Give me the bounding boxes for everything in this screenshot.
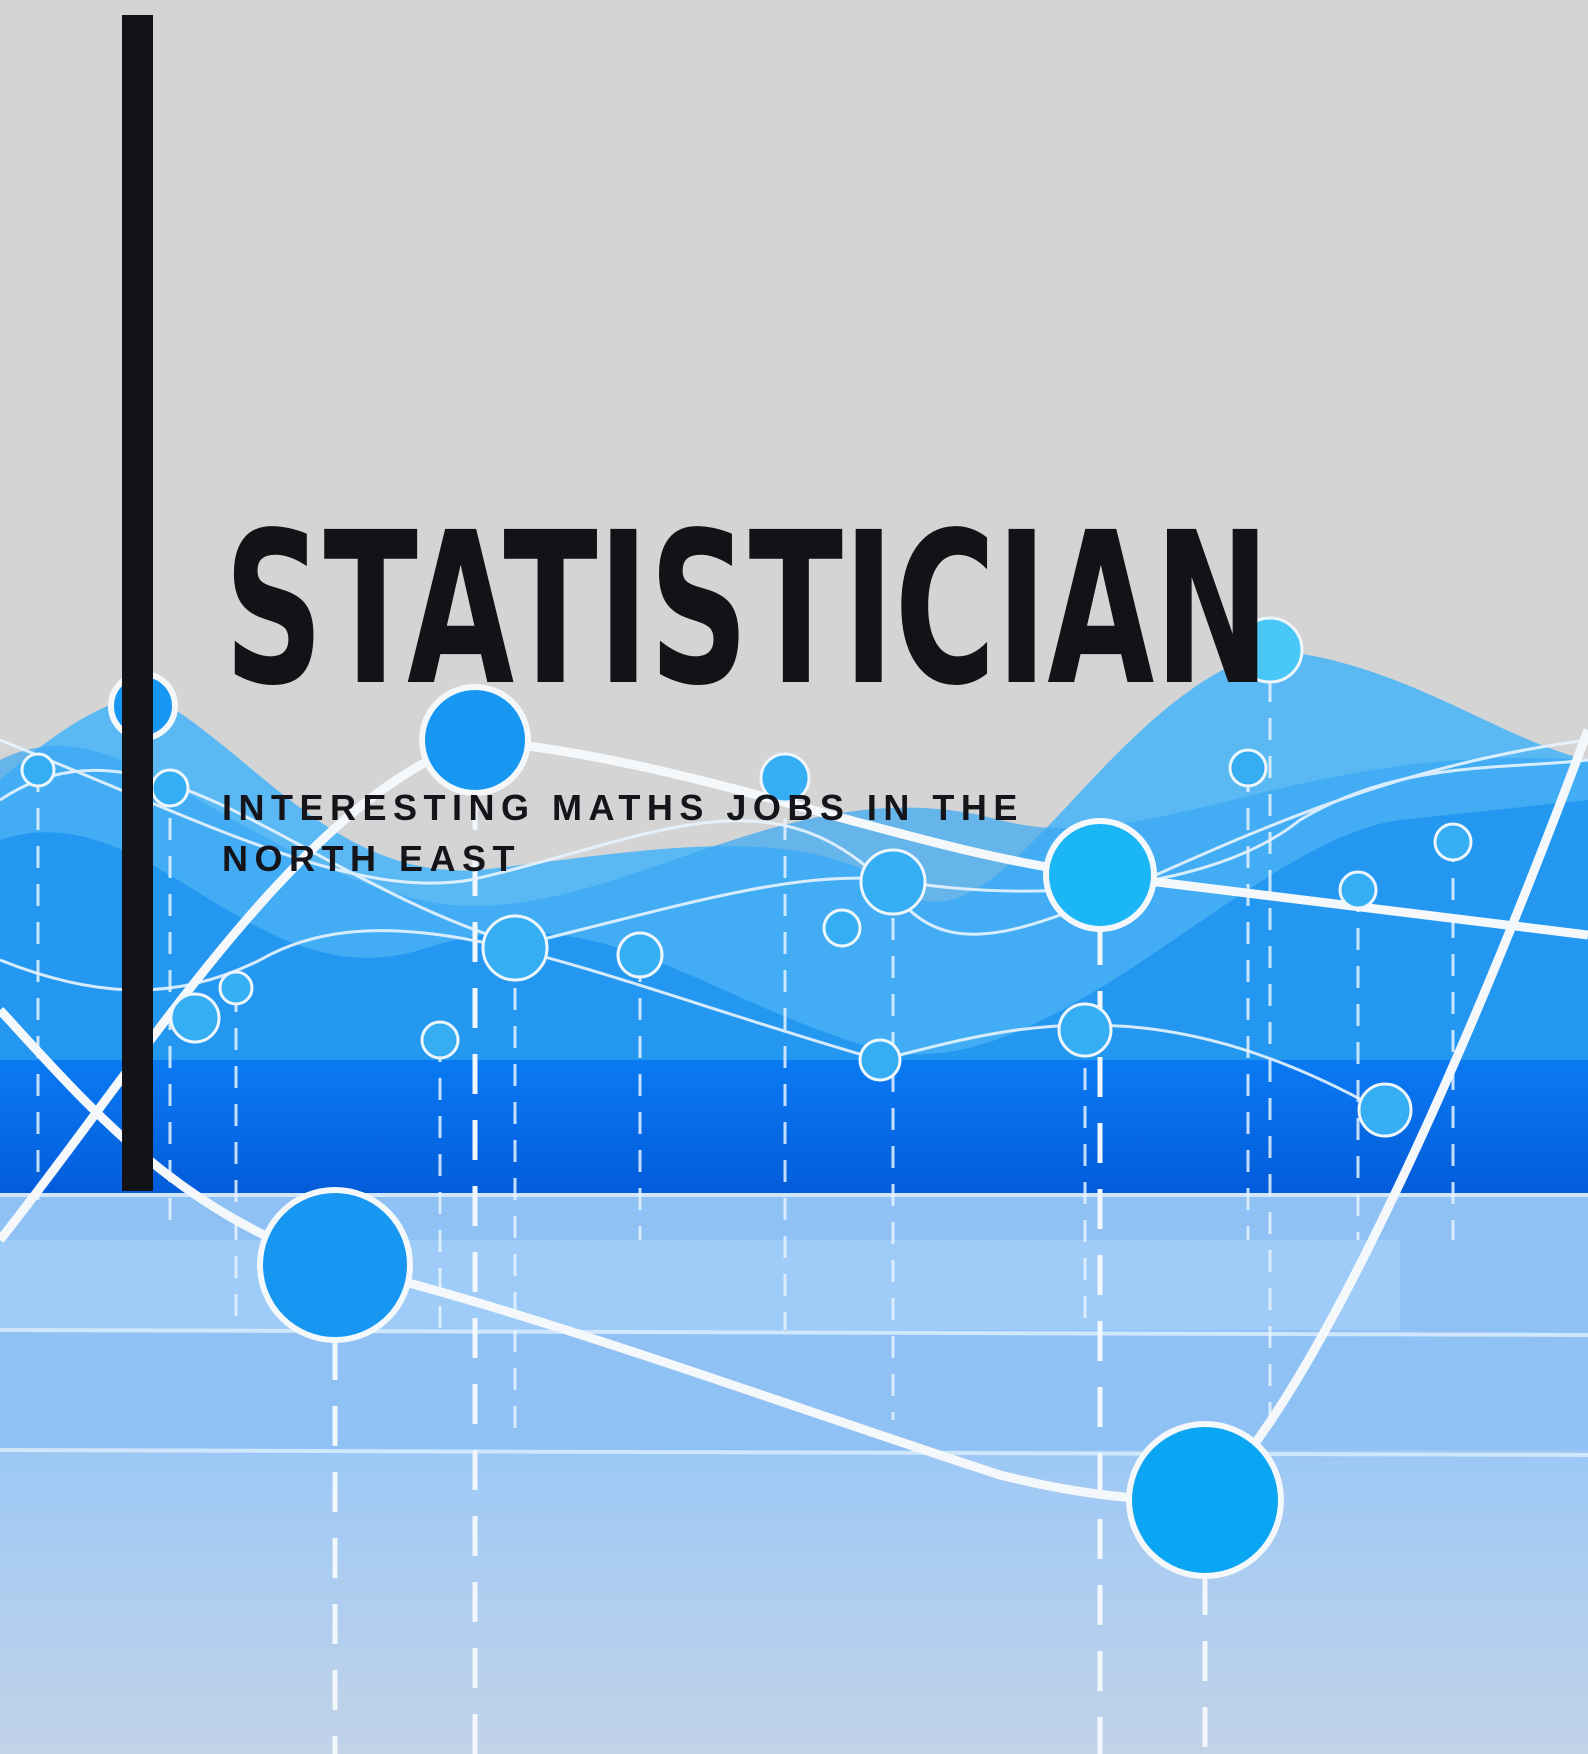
title: STATISTICIAN [224,487,1270,732]
subtitle: INTERESTING MATHS JOBS IN THE NORTH EAST [222,782,1162,884]
page: {"title": "STATISTICIAN", "subtitle": "I… [0,0,1588,1754]
accent-bar [122,15,153,1191]
